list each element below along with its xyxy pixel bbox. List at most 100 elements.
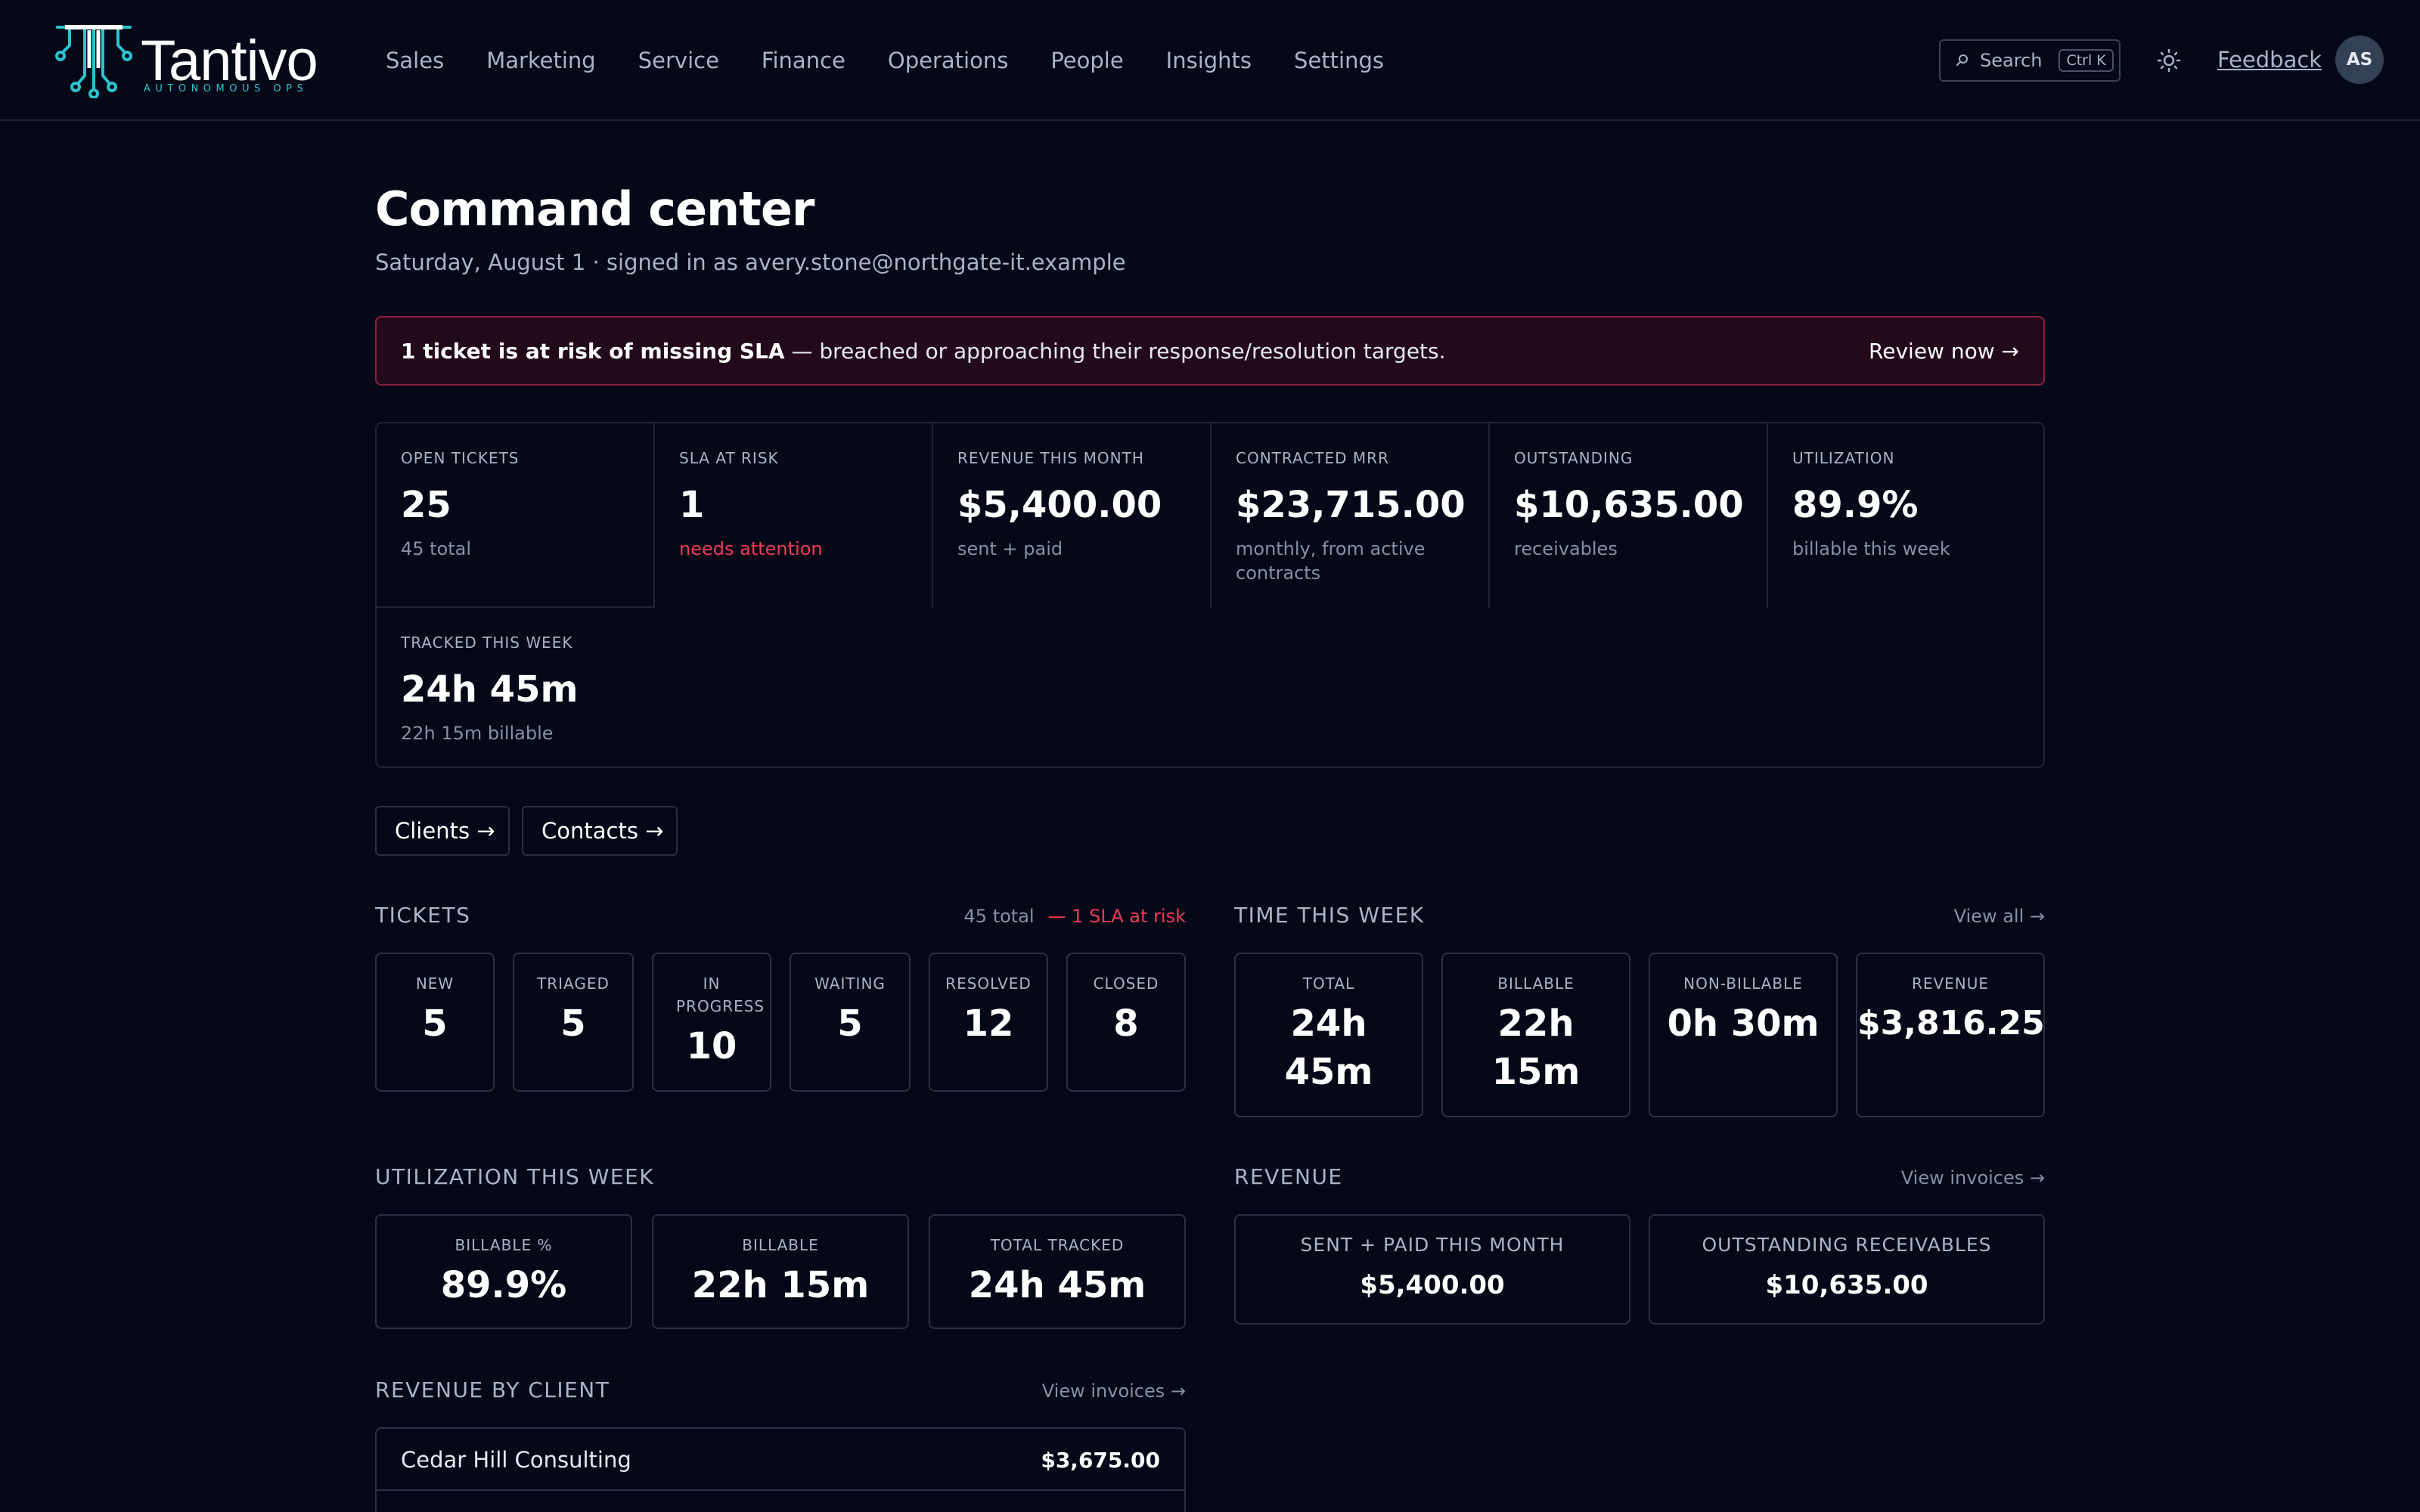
search-label: Search: [1980, 50, 2043, 71]
alert-bold-text: 1 ticket is at risk of missing SLA: [401, 338, 785, 364]
tickets-sla-risk: — 1 SLA at risk: [1047, 906, 1186, 927]
kpi-tracked-this-week[interactable]: TRACKED THIS WEEK 24h 45m 22h 15m billab…: [377, 608, 655, 792]
card-value: 24h 45m: [1284, 1002, 1373, 1093]
utilization-card-total-tracked: TOTAL TRACKED 24h 45m: [929, 1214, 1186, 1329]
card-value: 5: [422, 1002, 448, 1045]
time-view-all-link[interactable]: View all →: [1953, 906, 2045, 927]
feedback-link[interactable]: Feedback: [2217, 47, 2322, 73]
card-label: RESOLVED: [945, 974, 1032, 993]
card-label: REVENUE: [1911, 974, 1990, 993]
card-value: 5: [560, 1002, 586, 1045]
ticket-status-card-waiting[interactable]: WAITING 5: [790, 953, 911, 1092]
revenue-client-row[interactable]: Cedar Hill Consulting $3,675.00: [375, 1427, 1186, 1491]
ticket-status-card-resolved[interactable]: RESOLVED 12: [929, 953, 1048, 1092]
kpi-label: TRACKED THIS WEEK: [401, 634, 573, 652]
kpi-subtext: sent + paid: [957, 538, 1063, 559]
revenue-card-outstanding: OUTSTANDING RECEIVABLES $10,635.00: [1649, 1214, 2045, 1325]
nav-item-operations[interactable]: Operations: [887, 48, 1009, 73]
card-label: IN PROGRESS: [676, 974, 765, 1015]
kpi-value: 25: [401, 484, 451, 526]
time-card-non-billable: NON-BILLABLE 0h 30m: [1649, 953, 1838, 1117]
theme-toggle-button[interactable]: [2154, 45, 2184, 76]
utilization-card-billable: BILLABLE 22h 15m: [652, 1214, 909, 1329]
nav-item-people[interactable]: People: [1050, 48, 1124, 73]
kpi-outstanding[interactable]: OUTSTANDING $10,635.00 receivables: [1490, 423, 1768, 608]
kpi-subtext: 45 total: [401, 538, 472, 559]
page-subtitle: Saturday, August 1 · signed in as avery.…: [375, 249, 1126, 275]
time-card-revenue: REVENUE $3,816.25: [1856, 953, 2045, 1117]
kpi-label: REVENUE THIS MONTH: [957, 449, 1144, 467]
kpi-value: 24h 45m: [401, 668, 579, 711]
kpi-label: OPEN TICKETS: [401, 449, 520, 467]
kpi-label: UTILIZATION: [1792, 449, 1895, 467]
review-now-link[interactable]: Review now →: [1869, 338, 2019, 364]
kpi-label: SLA AT RISK: [679, 449, 779, 467]
time-card-billable: BILLABLE 22h 15m: [1441, 953, 1630, 1117]
revenue-client-row-next[interactable]: [375, 1489, 1186, 1512]
contacts-link-button[interactable]: Contacts →: [522, 806, 678, 856]
card-label: BILLABLE %: [455, 1236, 553, 1254]
tickets-summary: 45 total — 1 SLA at risk: [964, 906, 1186, 927]
card-label: OUTSTANDING RECEIVABLES: [1702, 1234, 1992, 1256]
user-avatar[interactable]: AS: [2335, 36, 2384, 84]
kpi-sla-at-risk[interactable]: SLA AT RISK 1 needs attention: [655, 423, 933, 608]
logo-mark-icon: [55, 25, 132, 98]
card-label: NON-BILLABLE: [1683, 974, 1803, 993]
ticket-status-card-new[interactable]: NEW 5: [375, 953, 495, 1092]
kpi-value: 89.9%: [1792, 484, 1919, 526]
sun-icon: [2157, 48, 2181, 73]
kpi-label: OUTSTANDING: [1514, 449, 1634, 467]
brand-logo[interactable]: Tantivo AUTONOMOUS OPS: [54, 23, 327, 98]
page-title: Command center: [375, 181, 814, 237]
client-amount: $3,675.00: [1041, 1447, 1160, 1473]
kpi-value: 1: [679, 484, 705, 526]
revenue-card-sent-paid: SENT + PAID THIS MONTH $5,400.00: [1234, 1214, 1630, 1325]
card-label: BILLABLE: [742, 1236, 819, 1254]
revenue-view-invoices-link[interactable]: View invoices →: [1900, 1167, 2045, 1188]
nav-item-marketing[interactable]: Marketing: [486, 48, 596, 73]
revenue-section-title: REVENUE: [1234, 1164, 1343, 1189]
ticket-status-card-closed[interactable]: CLOSED 8: [1066, 953, 1186, 1092]
kpi-utilization[interactable]: UTILIZATION 89.9% billable this week: [1768, 423, 2046, 608]
nav-item-sales[interactable]: Sales: [386, 48, 445, 73]
card-label: TOTAL: [1302, 974, 1355, 993]
tickets-total: 45 total: [963, 906, 1035, 927]
clients-link-button[interactable]: Clients →: [375, 806, 510, 856]
card-value: $10,635.00: [1765, 1270, 1928, 1300]
kpi-value: $5,400.00: [957, 484, 1162, 526]
card-label: SENT + PAID THIS MONTH: [1300, 1234, 1565, 1256]
card-value: 10: [686, 1025, 737, 1067]
time-card-total: TOTAL 24h 45m: [1234, 953, 1423, 1117]
card-value: 22h 15m: [691, 1264, 870, 1306]
card-label: CLOSED: [1093, 974, 1159, 993]
kpi-subtext: receivables: [1514, 538, 1618, 559]
kpi-contracted-mrr[interactable]: CONTRACTED MRR $23,715.00 monthly, from …: [1212, 423, 1490, 608]
ticket-status-card-in-progress[interactable]: IN PROGRESS 10: [652, 953, 771, 1092]
top-navigation-bar: Tantivo AUTONOMOUS OPS Sales Marketing S…: [0, 0, 2420, 121]
nav-item-insights[interactable]: Insights: [1165, 48, 1252, 73]
search-button[interactable]: Search Ctrl K: [1939, 39, 2121, 82]
nav-item-settings[interactable]: Settings: [1294, 48, 1384, 73]
revenue-by-client-view-invoices-link[interactable]: View invoices →: [1041, 1380, 1186, 1402]
card-value: 8: [1113, 1002, 1139, 1045]
card-value: 0h 30m: [1667, 1002, 1820, 1045]
card-label: WAITING: [814, 974, 886, 993]
brand-tagline: AUTONOMOUS OPS: [144, 83, 309, 94]
card-label: TRIAGED: [537, 974, 610, 993]
tickets-section-title: TICKETS: [375, 903, 471, 928]
kpi-subtext: needs attention: [679, 538, 823, 559]
nav-item-finance[interactable]: Finance: [761, 48, 845, 73]
kpi-open-tickets[interactable]: OPEN TICKETS 25 45 total: [377, 423, 655, 608]
utilization-card-billable-percent: BILLABLE % 89.9%: [375, 1214, 632, 1329]
kpi-revenue-this-month[interactable]: REVENUE THIS MONTH $5,400.00 sent + paid: [933, 423, 1212, 608]
card-value: 24h 45m: [968, 1264, 1146, 1306]
ticket-status-card-triaged[interactable]: TRIAGED 5: [513, 953, 634, 1092]
card-label: TOTAL TRACKED: [990, 1236, 1125, 1254]
card-value: $3,816.25: [1857, 1004, 2045, 1043]
kpi-value: $10,635.00: [1514, 484, 1744, 526]
nav-item-service[interactable]: Service: [638, 48, 719, 73]
main-nav: Sales Marketing Service Finance Operatio…: [386, 42, 1384, 79]
kpi-value: $23,715.00: [1236, 484, 1466, 526]
search-shortcut: Ctrl K: [2059, 49, 2114, 72]
client-name: Cedar Hill Consulting: [401, 1447, 631, 1473]
